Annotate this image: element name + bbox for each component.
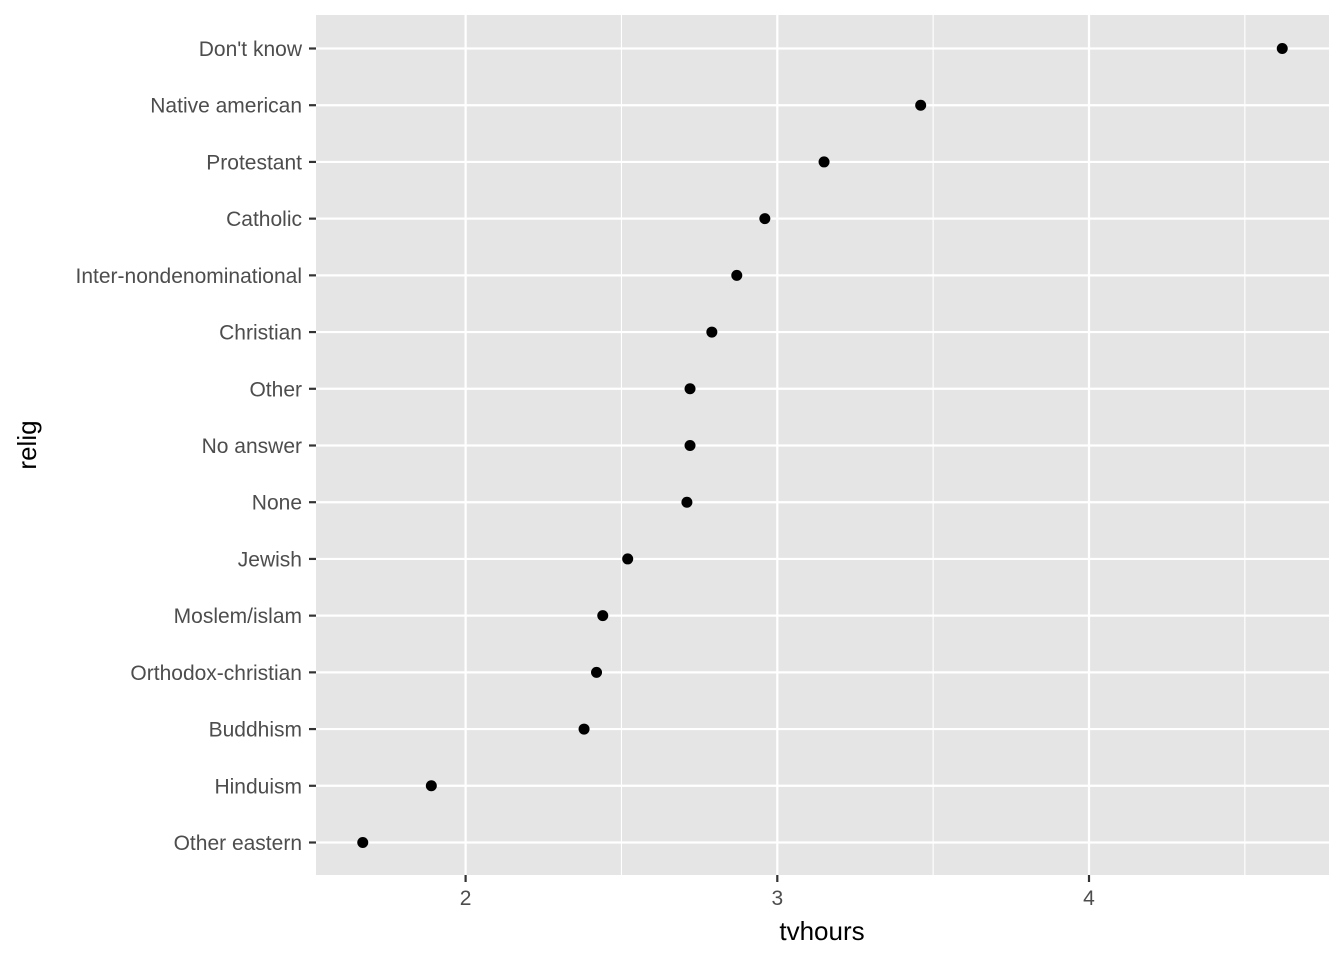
data-point: [622, 553, 634, 565]
y-tick-label: None: [252, 492, 302, 515]
y-axis: Other eastern Hinduism Buddhism Orthodox-ch…: [76, 38, 316, 855]
x-tick-label: 3: [771, 887, 783, 910]
major-gridlines: [316, 15, 1329, 875]
data-point: [684, 383, 696, 395]
y-tick-label: Christian: [219, 322, 302, 345]
data-point: [425, 780, 437, 792]
y-tick-label: Native american: [150, 95, 302, 118]
y-tick-label: Catholic: [226, 208, 302, 231]
y-tick-label: Protestant: [206, 151, 302, 174]
data-points: [357, 43, 1288, 848]
x-tick-label: 4: [1083, 887, 1095, 910]
y-tick-label: Don't know: [199, 38, 303, 61]
y-axis-title: relig: [12, 420, 42, 469]
data-point: [597, 610, 609, 622]
y-tick-label: Buddhism: [209, 719, 302, 742]
x-tick-label: 2: [460, 887, 472, 910]
data-point: [357, 837, 369, 848]
data-point: [759, 213, 771, 225]
data-point: [578, 723, 590, 735]
data-point: [915, 99, 927, 111]
x-axis: 2 3 4: [460, 875, 1095, 910]
y-tick-label: Other eastern: [174, 832, 302, 855]
y-tick-label: Orthodox-christian: [130, 662, 302, 685]
data-point: [818, 156, 830, 168]
y-tick-label: Other: [249, 378, 302, 401]
data-point: [706, 326, 718, 338]
y-tick-label: No answer: [202, 435, 302, 458]
x-axis-title: tvhours: [779, 916, 864, 946]
y-tick-label: Moslem/islam: [174, 605, 302, 628]
y-tick-label: Jewish: [238, 548, 302, 571]
data-point: [1276, 43, 1288, 54]
data-point: [731, 269, 743, 281]
data-point: [591, 666, 603, 678]
y-tick-label: Hinduism: [214, 775, 302, 798]
data-point: [684, 440, 696, 451]
data-point: [681, 496, 693, 508]
y-tick-label: Inter-nondenominational: [76, 265, 303, 288]
